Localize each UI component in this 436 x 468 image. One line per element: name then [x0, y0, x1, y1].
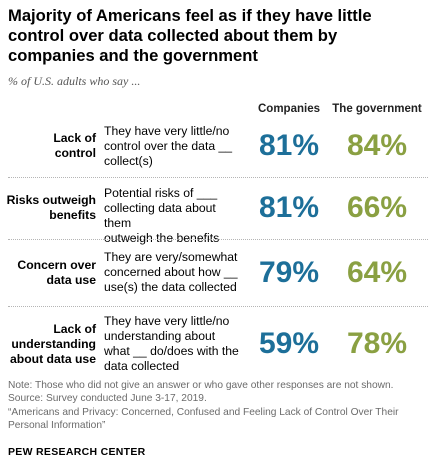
row-label-line: benefits — [49, 208, 96, 222]
row-description-line: data collected — [104, 359, 180, 373]
row-label-line: Lack of — [53, 322, 96, 336]
table-row: Lack of control They have very little/no co… — [0, 115, 436, 177]
value-companies: 59% — [258, 327, 320, 360]
row-label: Concern over data use — [17, 258, 96, 288]
row-label-line: control — [54, 146, 96, 160]
table-row: Risks outweigh benefits Potential risks of… — [0, 177, 436, 245]
chart-subtitle: % of U.S. adults who say ... — [8, 74, 141, 88]
table-row: Concern over data use They are very/somewh… — [0, 239, 436, 306]
row-divider — [8, 306, 428, 307]
chart-title: Majority of Americans feel as if they ha… — [8, 6, 372, 65]
value-companies: 81% — [258, 191, 320, 224]
value-government: 84% — [346, 129, 408, 162]
note-line: Source: Survey conducted June 3-17, 2019… — [8, 393, 207, 405]
value-government: 78% — [346, 327, 408, 360]
row-description-line: collecting data about them — [104, 201, 216, 230]
row-description-line: They have very little/no — [104, 314, 230, 328]
value-government: 66% — [346, 191, 408, 224]
row-description-line: collect(s) — [104, 154, 153, 168]
note-line: Note: Those who did not give an answer o… — [8, 380, 394, 391]
column-header-government: The government — [332, 103, 422, 115]
note-line: “Americans and Privacy: Concerned, Confu… — [8, 406, 399, 418]
value-companies: 81% — [258, 129, 320, 162]
row-description: Potential risks of ___ collecting data ab… — [104, 186, 244, 246]
row-description: They are very/somewhat concerned about ho… — [104, 250, 244, 295]
row-description-line: control over the data __ — [104, 139, 233, 153]
row-description-line: outweigh the benefits — [104, 231, 220, 245]
row-label: Lack of understanding about data use — [10, 322, 96, 367]
column-header-companies: Companies — [258, 103, 320, 115]
row-divider — [8, 177, 428, 178]
row-description-line: They have very little/no — [104, 124, 230, 138]
row-label-line: Concern over — [17, 258, 96, 272]
row-label: Risks outweigh benefits — [7, 193, 96, 223]
row-description-line: use(s) the data collected — [104, 280, 237, 294]
row-description: They have very little/no understanding ab… — [104, 314, 244, 374]
table-row: Lack of understanding about data use They h… — [0, 306, 436, 382]
row-description-line: what __ do/does with the — [104, 344, 239, 358]
note-line: Personal Information” — [8, 420, 106, 432]
row-label-line: data use — [46, 273, 96, 287]
row-label: Lack of control — [53, 131, 96, 161]
row-description-line: They are very/somewhat — [104, 250, 238, 264]
row-label-line: Lack of — [53, 131, 96, 145]
row-description: They have very little/no control over the… — [104, 124, 244, 169]
row-label-line: about data use — [9, 352, 96, 366]
row-label-line: Risks outweigh — [6, 193, 96, 207]
row-divider — [8, 239, 428, 240]
row-label-line: understanding — [11, 337, 96, 351]
chart-note: Note: Those who did not give an answer o… — [8, 379, 433, 433]
value-government: 64% — [346, 256, 408, 289]
pew-research-logo: PEW RESEARCH CENTER — [8, 446, 146, 458]
row-description-line: understanding about — [104, 329, 216, 343]
value-companies: 79% — [258, 256, 320, 289]
row-description-line: Potential risks of ___ — [104, 186, 218, 200]
row-description-line: concerned about how __ — [104, 265, 238, 279]
